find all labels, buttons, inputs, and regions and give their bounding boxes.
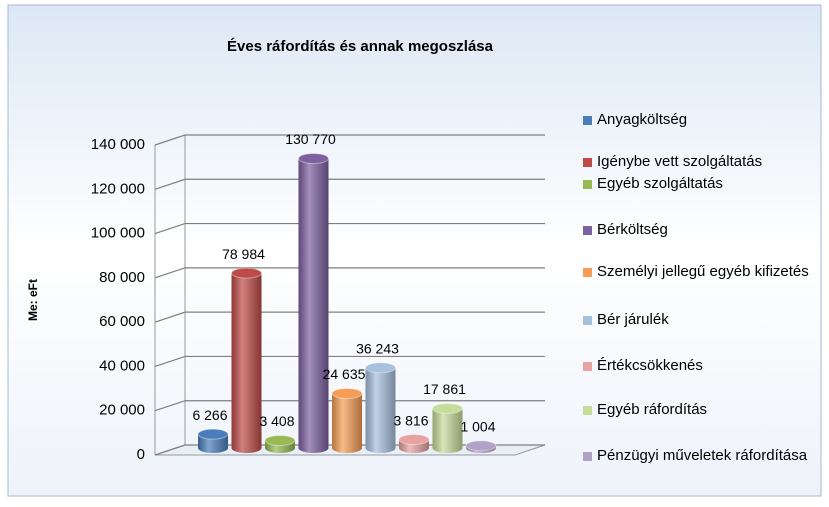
y-tick-label: 80 000 <box>99 269 145 286</box>
legend-swatch <box>583 158 592 167</box>
bar <box>331 387 363 453</box>
legend-swatch <box>583 362 592 371</box>
legend-swatch <box>583 226 592 235</box>
data-label: 36 243 <box>356 340 399 356</box>
legend-label: Értékcsökkenés <box>597 357 703 374</box>
bar-top <box>432 402 463 414</box>
legend-item: Anyagköltség <box>580 108 822 132</box>
y-tick-label: 20 000 <box>99 402 145 419</box>
legend-item: Értékcsökkenés <box>580 354 822 378</box>
legend-label: Egyéb ráfordítás <box>597 401 708 418</box>
bar-top <box>331 387 363 399</box>
grid-line <box>154 355 545 367</box>
legend-swatch <box>583 180 592 189</box>
data-label: 3 408 <box>259 413 294 429</box>
bar-shade <box>231 273 262 453</box>
legend-swatch <box>583 452 592 461</box>
legend-swatch <box>583 316 592 325</box>
bar-shade <box>298 158 329 453</box>
grid-line <box>154 311 545 323</box>
bar <box>365 362 396 453</box>
bar-shade <box>332 393 362 453</box>
bar-top <box>398 434 430 446</box>
bar <box>298 152 329 453</box>
bar-shade <box>432 408 463 453</box>
legend-item: Bérköltség <box>580 218 822 242</box>
bar <box>264 434 296 453</box>
bar-top <box>465 440 497 452</box>
legend-label: Személyi jellegű egyéb kifizetés <box>597 263 809 280</box>
bar-top <box>197 428 229 440</box>
data-label: 6 266 <box>192 407 227 423</box>
data-label: 1 004 <box>460 418 495 434</box>
legend-item: Egyéb ráfordítás <box>580 398 822 422</box>
legend-label: Egyéb szolgáltatás <box>597 175 723 192</box>
bar-shade <box>198 434 228 453</box>
bar <box>197 428 229 453</box>
legend-label: Igénybe vett szolgáltatás <box>597 153 763 170</box>
grid-line <box>154 134 545 146</box>
y-tick-label: 140 000 <box>91 136 145 153</box>
chart-frame <box>7 4 822 497</box>
bar <box>231 267 262 453</box>
data-label: 130 770 <box>285 131 336 147</box>
bar-top <box>231 267 262 279</box>
bar-top <box>264 434 296 446</box>
grid-line <box>154 222 545 235</box>
y-tick-label: 60 000 <box>99 313 145 330</box>
bar <box>432 402 463 453</box>
data-label: 17 861 <box>423 381 466 397</box>
data-label: 24 635 <box>323 366 366 382</box>
y-tick-label: 0 <box>137 446 145 463</box>
y-tick-label: 120 000 <box>91 180 145 197</box>
grid-line <box>154 267 545 279</box>
bar-top <box>365 362 396 374</box>
legend-label: Anyagköltség <box>597 111 688 128</box>
y-axis-title: Me: eFt <box>26 279 40 321</box>
bar <box>398 434 430 453</box>
legend-label: Bérköltség <box>597 221 668 238</box>
grid-line <box>154 400 545 412</box>
legend-swatch <box>583 406 592 415</box>
data-label: 78 984 <box>222 246 265 262</box>
bar-top <box>298 152 329 164</box>
grid-line <box>154 178 545 190</box>
legend-item: Személyi jellegű egyéb kifizetés <box>580 260 822 284</box>
legend-swatch <box>583 268 592 277</box>
data-label: 3 816 <box>393 412 428 428</box>
legend-item: Pénzügyi műveletek ráfordítása <box>580 444 822 468</box>
legend-item: Bér járulék <box>580 308 822 332</box>
bar <box>465 440 497 453</box>
chart-title: Éves ráfordítás és annak megoszlása <box>227 38 494 55</box>
legend-item: Egyéb szolgáltatás <box>580 172 822 196</box>
legend-label: Bér járulék <box>597 311 669 328</box>
legend-swatch <box>583 116 592 125</box>
bar-shade <box>365 367 396 453</box>
y-tick-label: 40 000 <box>99 357 145 374</box>
legend-item: Igénybe vett szolgáltatás <box>580 150 822 174</box>
legend-label: Pénzügyi műveletek ráfordítása <box>597 447 808 464</box>
y-tick-label: 100 000 <box>91 225 145 242</box>
